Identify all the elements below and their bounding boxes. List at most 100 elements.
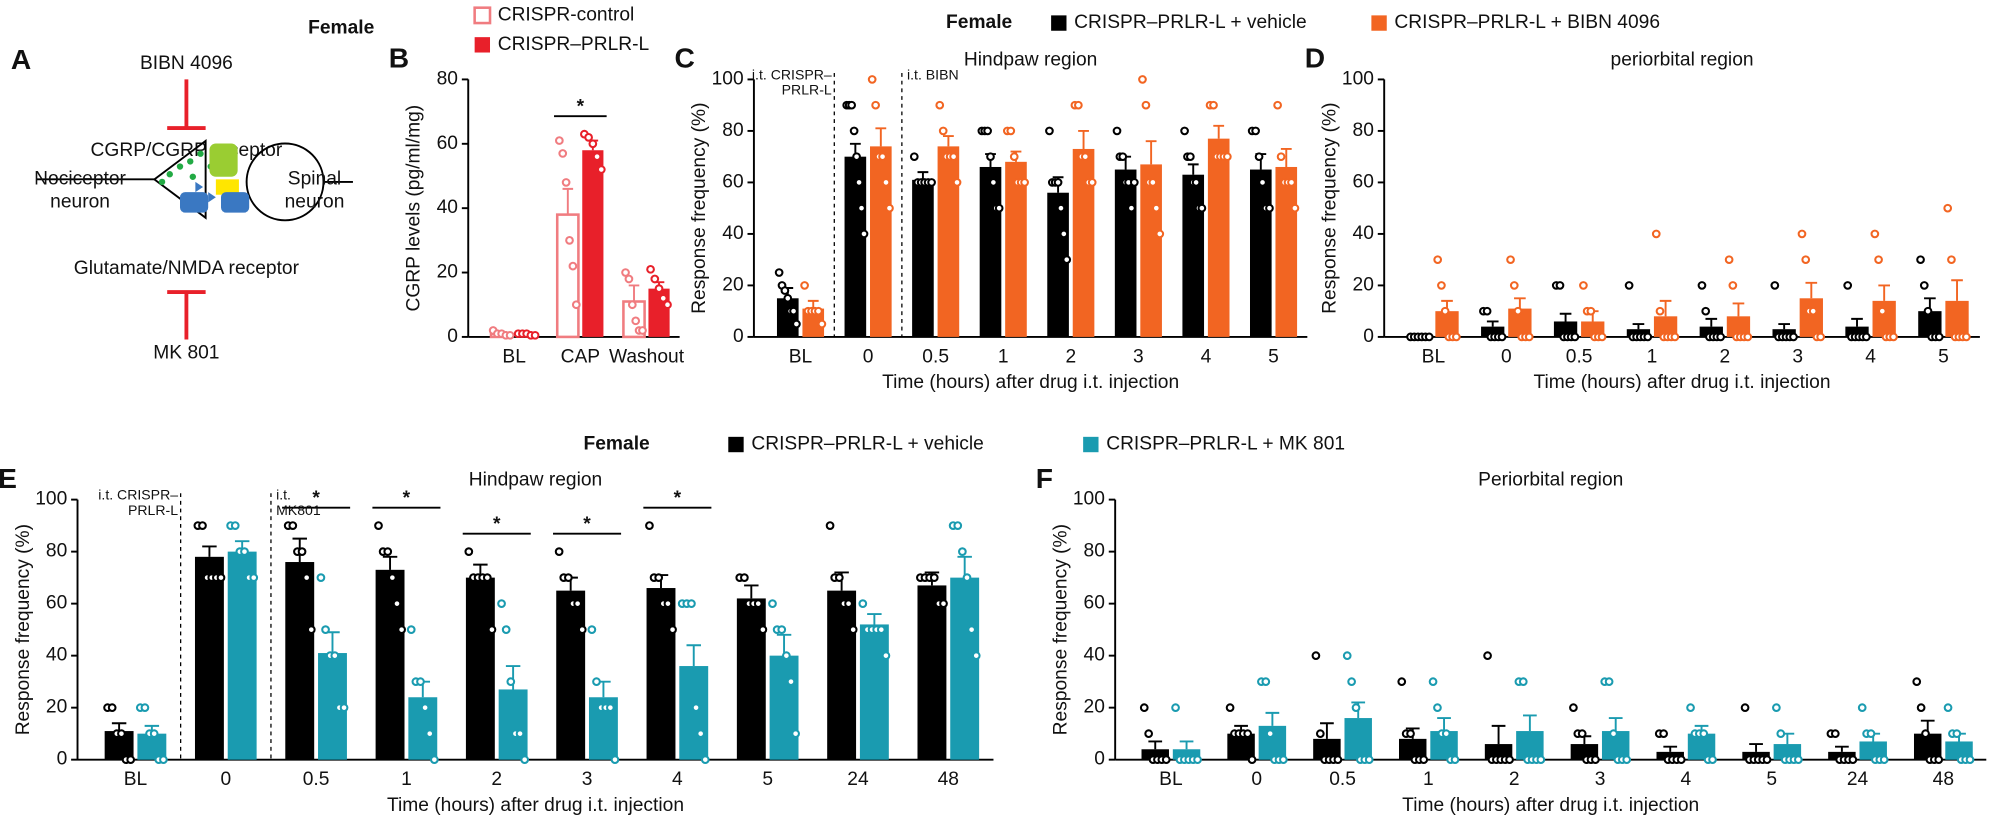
bar xyxy=(1313,738,1341,760)
data-point xyxy=(663,599,673,608)
error-bar xyxy=(1523,714,1537,732)
chart-title: periorbital region xyxy=(1611,49,1754,70)
data-point xyxy=(1776,729,1786,739)
x-axis-label: Time (hours) after drug i.t. injection xyxy=(387,795,684,816)
bar xyxy=(917,585,947,760)
data-point xyxy=(1919,281,1929,290)
data-point xyxy=(1686,703,1695,713)
data-point xyxy=(501,625,511,634)
data-point xyxy=(596,165,606,174)
y-tick-label: 60 xyxy=(437,133,458,154)
y-tick-label: 20 xyxy=(1353,274,1374,295)
legend-label: CRISPR–PRLR-L + MK 801 xyxy=(1106,434,1345,455)
data-point xyxy=(554,547,564,556)
bar xyxy=(1227,733,1255,760)
data-point xyxy=(646,264,655,274)
data-point xyxy=(780,286,790,295)
bar xyxy=(555,213,580,339)
data-point xyxy=(1874,255,1883,265)
y-tick-label: 0 xyxy=(447,326,458,347)
data-point xyxy=(464,547,474,556)
data-point xyxy=(230,521,240,530)
data-point xyxy=(1570,332,1580,342)
x-axis-label: Time (hours) after drug i.t. injection xyxy=(1534,372,1831,393)
x-tick-label: 4 xyxy=(1681,769,1692,790)
data-point xyxy=(1555,281,1565,290)
data-point xyxy=(1505,755,1514,765)
bar xyxy=(937,146,960,337)
x-tick-label: 5 xyxy=(1766,769,1777,790)
chart-title: Hindpaw region xyxy=(469,469,602,490)
bar xyxy=(1945,300,1969,337)
error-bar xyxy=(202,545,217,557)
data-point xyxy=(638,326,647,335)
data-point xyxy=(1716,332,1725,342)
error-bar xyxy=(1145,140,1157,165)
data-point xyxy=(1138,75,1147,84)
bar xyxy=(870,146,892,337)
y-tick-label: 80 xyxy=(722,120,743,141)
bar xyxy=(1435,311,1459,337)
data-point xyxy=(497,599,506,608)
y-tick-label: 60 xyxy=(1084,593,1105,614)
data-point xyxy=(1866,729,1876,739)
data-point xyxy=(606,703,615,713)
data-point xyxy=(1364,755,1374,765)
data-point xyxy=(958,547,967,556)
nmda-receptor xyxy=(220,192,250,213)
x-axis-label: Time (hours) after drug i.t. injection xyxy=(882,372,1179,393)
data-point xyxy=(1708,755,1717,765)
data-point xyxy=(1724,255,1734,265)
cgrp-receptor xyxy=(209,143,238,177)
data-point xyxy=(1222,152,1232,162)
data-point xyxy=(654,284,664,293)
panel-letter: A xyxy=(11,43,31,75)
x-tick-label: 0.5 xyxy=(303,769,330,790)
data-point xyxy=(909,152,919,162)
receptor-complex xyxy=(215,179,239,195)
legend-swatch xyxy=(1083,436,1099,453)
data-point xyxy=(645,521,654,530)
y-tick-label: 0 xyxy=(1094,749,1105,770)
data-point xyxy=(927,178,936,187)
bar xyxy=(1249,169,1272,337)
bar xyxy=(912,179,934,337)
y-tick-label: 40 xyxy=(1084,645,1105,666)
data-point xyxy=(700,755,710,765)
data-point xyxy=(1148,178,1158,187)
data-point xyxy=(774,268,784,277)
chart-title: Periorbital region xyxy=(1478,469,1623,490)
data-point xyxy=(800,281,809,290)
data-point xyxy=(1171,703,1180,713)
data-point xyxy=(140,703,150,713)
x-axis-label: Time (hours) after drug i.t. injection xyxy=(1402,795,1699,816)
x-tick-label: 24 xyxy=(1847,769,1869,790)
data-point xyxy=(1087,178,1097,187)
bar xyxy=(1344,718,1372,760)
error-bar xyxy=(1078,129,1089,149)
data-point xyxy=(487,625,497,634)
y-axis-label: CGRP levels (pg/ml/mg) xyxy=(404,105,425,312)
data-point xyxy=(1273,100,1282,110)
error-bar xyxy=(1491,724,1506,745)
legend-label: CRISPR–PRLR-L + vehicle xyxy=(1074,12,1306,33)
error-bar xyxy=(1187,163,1199,175)
error-bar xyxy=(1632,323,1645,330)
data-point xyxy=(758,625,768,634)
data-point xyxy=(530,330,540,340)
data-point xyxy=(1622,755,1632,765)
data-point xyxy=(1947,255,1956,265)
inhibitor-label: MK 801 xyxy=(153,343,219,364)
data-point xyxy=(782,651,791,660)
y-tick-label: 40 xyxy=(46,645,67,666)
bar xyxy=(1114,169,1137,337)
data-point xyxy=(1441,729,1451,739)
x-tick-label: 5 xyxy=(762,769,773,790)
x-tick-label: CAP xyxy=(561,346,600,367)
data-point xyxy=(1808,306,1818,316)
data-point xyxy=(631,316,641,326)
neuron-label: neuron xyxy=(285,191,345,212)
data-point xyxy=(1889,332,1898,342)
data-point xyxy=(1912,677,1922,687)
